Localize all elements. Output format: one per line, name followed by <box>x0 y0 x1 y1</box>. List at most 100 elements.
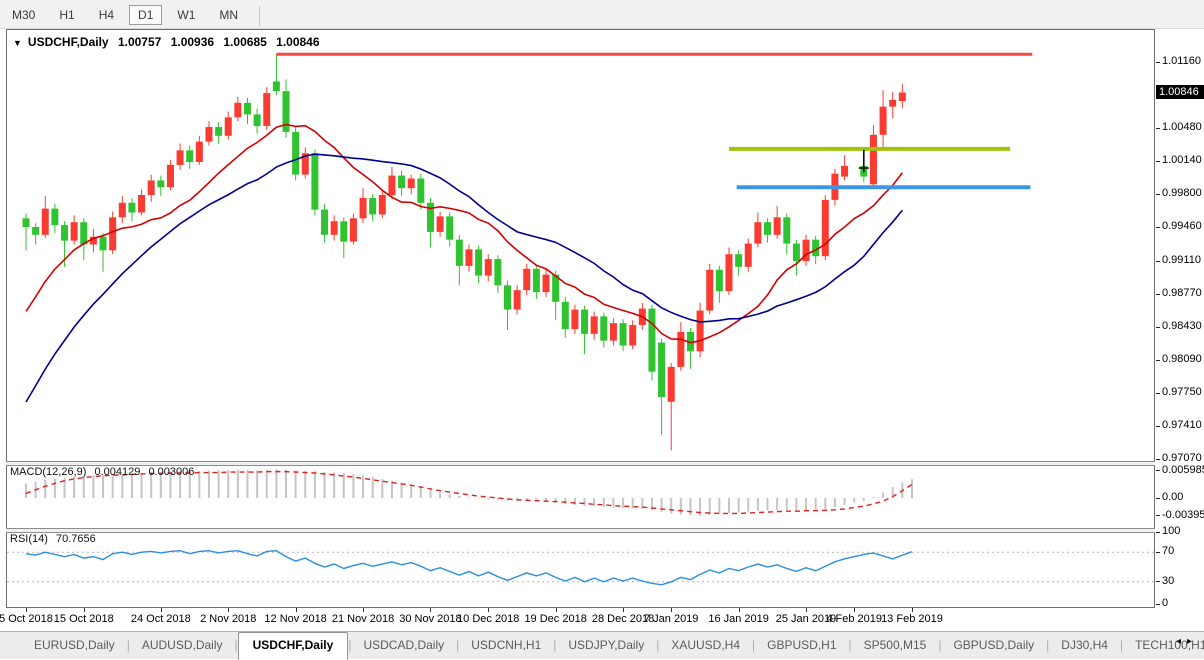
tab-separator: | <box>234 638 238 652</box>
macd-axis-label: -0.003954 <box>1162 508 1204 521</box>
chart-tab-usdjpy-daily[interactable]: USDJPY,Daily <box>568 638 645 652</box>
rsi-axis-tick <box>1156 603 1160 605</box>
date-axis-tick <box>854 608 856 612</box>
price-axis-tick <box>1156 127 1160 129</box>
date-axis-tick <box>911 608 913 612</box>
date-axis-label: 28 Dec 2018 <box>591 613 655 625</box>
tab-separator: | <box>752 638 756 652</box>
ohlc-open: 1.00757 <box>117 35 162 49</box>
timeframe-button-d1[interactable]: D1 <box>129 5 163 25</box>
date-axis-label: 15 Oct 2018 <box>53 613 114 625</box>
timeframe-button-w1[interactable]: W1 <box>177 8 196 22</box>
rsi-axis-tick <box>1156 581 1160 583</box>
chart-tab-tech100-h1[interactable]: TECH100,H1 <box>1135 638 1204 652</box>
timeframe-button-mn[interactable]: MN <box>219 8 239 22</box>
chart-tab-usdcnh-h1[interactable]: USDCNH,H1 <box>471 638 542 652</box>
timeframe-button-h1[interactable]: H1 <box>59 8 75 22</box>
date-axis-label: 25 Jan 2019 <box>775 613 837 625</box>
candles <box>22 54 906 451</box>
date-axis-tick <box>363 608 365 612</box>
chart-dropdown-icon[interactable]: ▼ <box>13 38 22 48</box>
chart-tab-sp500-m15[interactable]: SP500,M15 <box>863 638 927 652</box>
price-axis-label: 0.99460 <box>1162 220 1202 233</box>
timeframe-button-m30[interactable]: M30 <box>12 8 36 22</box>
macd-panel-canvas[interactable] <box>0 464 1156 528</box>
chart-tab-gbpusd-h1[interactable]: GBPUSD,H1 <box>767 638 837 652</box>
panel-splitter[interactable] <box>6 528 1155 533</box>
date-axis-label: 30 Nov 2018 <box>399 613 462 625</box>
rsi-value: 70.7656 <box>55 533 96 545</box>
date-axis-label: 10 Dec 2018 <box>457 613 520 625</box>
price-axis-tick <box>1156 359 1160 361</box>
date-axis-tick <box>228 608 230 612</box>
ma-fast[interactable] <box>25 123 903 344</box>
macd-axis-tick <box>1156 515 1160 517</box>
price-axis-label: 0.97070 <box>1162 452 1202 465</box>
rsi-axis-tick <box>1156 551 1160 553</box>
timeframe-button-h4[interactable]: H4 <box>98 8 115 22</box>
tab-separator: | <box>348 638 352 652</box>
date-axis-tick <box>83 608 85 612</box>
price-axis-tick <box>1156 392 1160 394</box>
date-axis-tick <box>623 608 625 612</box>
date-axis-label: 24 Oct 2018 <box>130 613 191 625</box>
price-chart-canvas[interactable] <box>0 30 1156 461</box>
date-axis-label: 16 Jan 2019 <box>708 613 769 625</box>
cross-marker[interactable] <box>858 149 869 173</box>
price-axis-label: 1.00480 <box>1162 121 1202 134</box>
ohlc-low: 1.00685 <box>223 35 267 49</box>
tab-scroll-left-icon[interactable]: ◂ <box>1175 636 1187 647</box>
price-axis-label: 1.01160 <box>1162 55 1201 67</box>
date-axis-tick <box>26 608 27 612</box>
price-axis-tick <box>1156 458 1160 460</box>
rsi-axis-label: 70 <box>1162 545 1175 558</box>
date-axis-tick <box>806 608 808 612</box>
date-axis-tick <box>488 608 490 612</box>
date-axis-label: 12 Nov 2018 <box>264 613 327 625</box>
price-axis-tick <box>1156 260 1160 262</box>
macd-axis-tick <box>1156 470 1160 472</box>
chart-title: ▼ USDCHF,Daily 1.00757 1.00936 1.00685 1.… <box>13 35 320 49</box>
macd-axis-label: 0.00 <box>1162 491 1184 503</box>
rsi-axis-label: 0 <box>1162 597 1169 609</box>
chart-tab-dj30-h4[interactable]: DJ30,H4 <box>1061 638 1108 652</box>
tab-separator: | <box>1119 638 1124 652</box>
macd-axis-tick <box>1156 497 1160 499</box>
macd-label: MACD(12,26,9) 0.004129 0.003006 <box>10 466 195 478</box>
date-axis-label: 7 Jan 2019 <box>643 613 699 625</box>
current-price-tag: 1.00846 <box>1156 85 1204 100</box>
date-axis-tick <box>671 608 673 612</box>
chart-tab-audusd-daily[interactable]: AUDUSD,Daily <box>141 638 223 652</box>
tab-separator: | <box>656 638 660 652</box>
rsi-axis-label: 30 <box>1162 574 1175 587</box>
rsi-line <box>25 550 913 586</box>
chart-tab-gbpusd-daily[interactable]: GBPUSD,Daily <box>953 638 1035 652</box>
price-axis-tick <box>1156 160 1160 162</box>
date-axis-tick <box>555 608 557 612</box>
chart-tab-bar: EURUSD,Daily | AUDUSD,Daily | USDCHF,Daily | U… <box>0 631 1204 660</box>
price-axis-label: 0.97750 <box>1162 386 1202 399</box>
price-axis-label: 0.98770 <box>1162 287 1202 300</box>
price-axis-tick <box>1156 193 1160 195</box>
date-axis-tick <box>160 608 162 612</box>
ma-slow[interactable] <box>25 153 903 403</box>
tab-scroll-arrows: ◂▸ <box>1176 636 1198 647</box>
macd-signal-value: 0.003006 <box>148 466 195 478</box>
tab-scroll-right-icon[interactable]: ▸ <box>1186 636 1198 647</box>
chart-tab-xauusd-h4[interactable]: XAUUSD,H4 <box>671 638 741 652</box>
panel-splitter[interactable] <box>6 461 1155 466</box>
tab-separator: | <box>938 638 942 652</box>
chart-tab-eurusd-daily[interactable]: EURUSD,Daily <box>34 638 115 652</box>
price-axis-tick <box>1156 226 1160 228</box>
tab-separator: | <box>126 638 130 652</box>
price-axis-label: 0.98090 <box>1162 353 1202 366</box>
chart-tab-usdcad-daily[interactable]: USDCAD,Daily <box>363 638 445 652</box>
rsi-panel-canvas[interactable] <box>0 531 1156 607</box>
price-axis-label: 0.98430 <box>1162 320 1202 333</box>
date-axis-label: 19 Dec 2018 <box>524 613 587 625</box>
chart-tab-usdchf-daily[interactable]: USDCHF,Daily <box>237 632 349 660</box>
toolbar-separator <box>259 6 261 27</box>
price-axis-label: 0.97410 <box>1162 419 1202 432</box>
chart-symbol: USDCHF,Daily <box>27 35 109 49</box>
